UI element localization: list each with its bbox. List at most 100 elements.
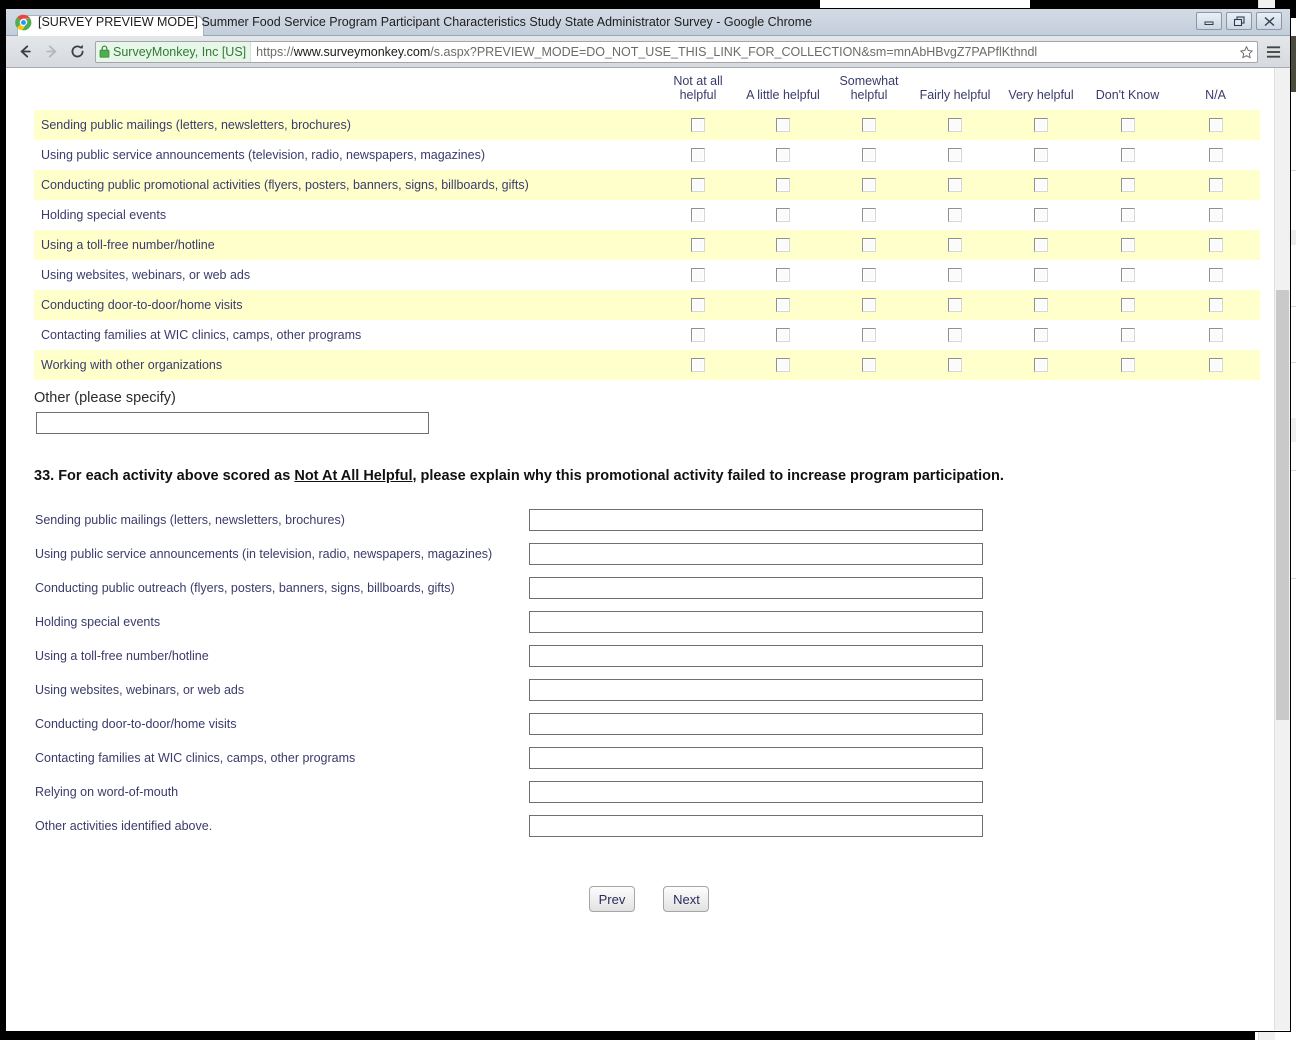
matrix-cell[interactable] — [656, 110, 740, 140]
matrix-cell[interactable] — [1171, 230, 1260, 260]
matrix-cell[interactable] — [740, 350, 826, 380]
matrix-cell[interactable] — [826, 290, 912, 320]
matrix-checkbox[interactable] — [1208, 117, 1223, 132]
matrix-checkbox[interactable] — [948, 147, 962, 162]
matrix-cell[interactable] — [656, 260, 740, 290]
matrix-cell[interactable] — [1171, 260, 1260, 290]
question-33-text-input[interactable] — [529, 645, 983, 667]
question-33-text-input[interactable] — [529, 543, 983, 565]
matrix-cell[interactable] — [998, 320, 1084, 350]
matrix-cell[interactable] — [826, 140, 912, 170]
close-icon[interactable] — [1256, 12, 1282, 30]
next-button[interactable]: Next — [663, 886, 710, 912]
matrix-cell[interactable] — [912, 170, 998, 200]
forward-icon[interactable] — [38, 39, 64, 65]
matrix-checkbox[interactable] — [1120, 267, 1135, 282]
matrix-cell[interactable] — [740, 260, 826, 290]
matrix-cell[interactable] — [998, 200, 1084, 230]
matrix-cell[interactable] — [656, 140, 740, 170]
matrix-cell[interactable] — [1084, 320, 1171, 350]
restore-icon[interactable] — [1226, 12, 1252, 30]
matrix-cell[interactable] — [826, 350, 912, 380]
site-security-chip[interactable]: SurveyMonkey, Inc [US] — [96, 41, 252, 62]
matrix-checkbox[interactable] — [862, 147, 876, 162]
matrix-cell[interactable] — [1171, 290, 1260, 320]
matrix-cell[interactable] — [656, 320, 740, 350]
matrix-cell[interactable] — [912, 110, 998, 140]
matrix-checkbox[interactable] — [1208, 297, 1223, 312]
matrix-checkbox[interactable] — [1034, 357, 1048, 372]
matrix-cell[interactable] — [740, 230, 826, 260]
matrix-checkbox[interactable] — [862, 177, 876, 192]
matrix-checkbox[interactable] — [1120, 327, 1135, 342]
matrix-cell[interactable] — [826, 260, 912, 290]
matrix-checkbox[interactable] — [1034, 267, 1048, 282]
matrix-cell[interactable] — [656, 170, 740, 200]
bookmark-star-icon[interactable] — [1239, 45, 1254, 60]
matrix-cell[interactable] — [1084, 110, 1171, 140]
matrix-checkbox[interactable] — [1120, 147, 1135, 162]
matrix-checkbox[interactable] — [1120, 207, 1135, 222]
back-icon[interactable] — [12, 39, 38, 65]
matrix-checkbox[interactable] — [1208, 207, 1223, 222]
matrix-checkbox[interactable] — [862, 327, 876, 342]
matrix-checkbox[interactable] — [691, 147, 705, 162]
matrix-cell[interactable] — [1084, 350, 1171, 380]
matrix-checkbox[interactable] — [1120, 237, 1135, 252]
matrix-checkbox[interactable] — [1034, 237, 1048, 252]
matrix-checkbox[interactable] — [1208, 357, 1223, 372]
matrix-cell[interactable] — [912, 140, 998, 170]
matrix-checkbox[interactable] — [776, 177, 790, 192]
matrix-checkbox[interactable] — [691, 327, 705, 342]
minimize-icon[interactable] — [1196, 12, 1222, 30]
matrix-checkbox[interactable] — [862, 267, 876, 282]
matrix-checkbox[interactable] — [776, 357, 790, 372]
matrix-cell[interactable] — [912, 230, 998, 260]
matrix-checkbox[interactable] — [1034, 117, 1048, 132]
matrix-checkbox[interactable] — [1208, 177, 1223, 192]
matrix-checkbox[interactable] — [776, 327, 790, 342]
matrix-checkbox[interactable] — [691, 117, 705, 132]
matrix-checkbox[interactable] — [1208, 267, 1223, 282]
matrix-checkbox[interactable] — [691, 237, 705, 252]
matrix-cell[interactable] — [1171, 350, 1260, 380]
matrix-cell[interactable] — [998, 260, 1084, 290]
matrix-checkbox[interactable] — [1120, 297, 1135, 312]
matrix-cell[interactable] — [1171, 110, 1260, 140]
matrix-checkbox[interactable] — [776, 297, 790, 312]
question-33-text-input[interactable] — [529, 747, 983, 769]
prev-button[interactable]: Prev — [589, 886, 635, 912]
matrix-cell[interactable] — [656, 230, 740, 260]
matrix-cell[interactable] — [912, 260, 998, 290]
matrix-checkbox[interactable] — [948, 207, 962, 222]
matrix-cell[interactable] — [912, 350, 998, 380]
page-scrollbar-thumb[interactable] — [1276, 290, 1289, 720]
matrix-cell[interactable] — [1171, 200, 1260, 230]
matrix-cell[interactable] — [998, 350, 1084, 380]
url-display[interactable]: https://www.surveymonkey.com/s.aspx?PREV… — [251, 45, 1037, 59]
matrix-cell[interactable] — [998, 230, 1084, 260]
browser-tab[interactable] — [18, 16, 203, 36]
matrix-checkbox[interactable] — [1034, 207, 1048, 222]
matrix-checkbox[interactable] — [1208, 237, 1223, 252]
question-33-text-input[interactable] — [529, 611, 983, 633]
matrix-checkbox[interactable] — [948, 297, 962, 312]
matrix-checkbox[interactable] — [776, 267, 790, 282]
matrix-cell[interactable] — [656, 290, 740, 320]
matrix-checkbox[interactable] — [862, 297, 876, 312]
matrix-checkbox[interactable] — [1034, 147, 1048, 162]
matrix-cell[interactable] — [1084, 140, 1171, 170]
matrix-cell[interactable] — [826, 320, 912, 350]
matrix-cell[interactable] — [740, 170, 826, 200]
matrix-checkbox[interactable] — [948, 327, 962, 342]
matrix-cell[interactable] — [912, 320, 998, 350]
question-33-text-input[interactable] — [529, 815, 983, 837]
question-33-text-input[interactable] — [529, 577, 983, 599]
matrix-checkbox[interactable] — [691, 267, 705, 282]
question-33-text-input[interactable] — [529, 679, 983, 701]
matrix-cell[interactable] — [1084, 200, 1171, 230]
matrix-cell[interactable] — [740, 290, 826, 320]
matrix-checkbox[interactable] — [1034, 297, 1048, 312]
matrix-cell[interactable] — [740, 140, 826, 170]
browser-title-bar[interactable]: [SURVEY PREVIEW MODE] Summer Food Servic… — [6, 9, 1290, 36]
